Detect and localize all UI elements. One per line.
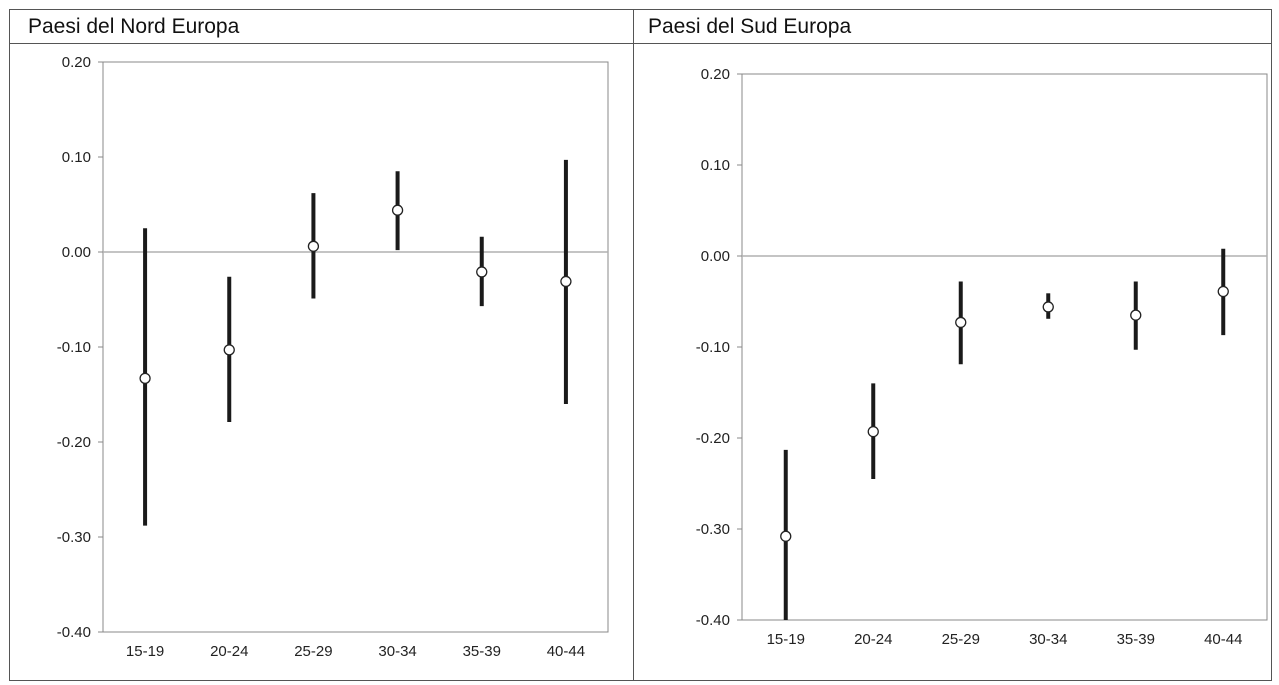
y-tick-label: -0.30: [696, 521, 730, 538]
x-tick-label: 40-44: [1204, 631, 1242, 648]
x-tick-label: 20-24: [210, 643, 248, 660]
x-tick-label: 15-19: [767, 631, 805, 648]
title-divider: [10, 43, 1272, 44]
y-tick-label: -0.40: [696, 612, 730, 629]
y-tick-label: -0.40: [57, 624, 91, 641]
x-tick-label: 25-29: [294, 643, 332, 660]
x-tick-label: 25-29: [942, 631, 980, 648]
point-estimate: [391, 204, 404, 216]
y-tick-label: 0.00: [62, 244, 91, 261]
plot-area: [741, 73, 1268, 621]
x-tick-label: 35-39: [463, 643, 501, 660]
x-tick-label: 40-44: [547, 643, 585, 660]
chart-south: 0.20 0.10 0.00 -0.10 -0.20 -0.30 -0.40 15-19 20-…: [696, 66, 1268, 648]
chart-north: 0.20 0.10 0.00 -0.10 -0.20 -0.30 -0.40 15-19 20-…: [57, 54, 609, 660]
y-tick-label: -0.10: [696, 339, 730, 356]
y-tick-label: 0.20: [701, 66, 730, 83]
panel-divider: [633, 10, 634, 681]
point-estimate: [1042, 301, 1054, 313]
y-tick-label: -0.20: [57, 434, 91, 451]
point-estimate: [955, 316, 967, 329]
y-tick-label: 0.10: [62, 149, 91, 166]
point-estimate: [780, 530, 792, 542]
point-estimate: [139, 372, 151, 385]
x-tick-label: 30-34: [378, 643, 416, 660]
x-tick-label: 30-34: [1029, 631, 1067, 648]
y-tick-label: 0.20: [62, 54, 91, 71]
point-estimate: [476, 266, 488, 278]
x-tick-label: 35-39: [1117, 631, 1155, 648]
point-estimate: [1217, 285, 1229, 298]
plot-area: [102, 61, 609, 633]
chart-title-south: Paesi del Sud Europa: [648, 15, 852, 38]
y-tick-label: 0.00: [701, 248, 730, 265]
x-tick-label: 15-19: [126, 643, 164, 660]
chart-title-north: Paesi del Nord Europa: [28, 15, 240, 38]
point-estimate: [867, 425, 879, 438]
y-tick-label: -0.10: [57, 339, 91, 356]
y-tick-label: 0.10: [701, 157, 730, 174]
point-estimate: [560, 275, 572, 288]
point-estimate: [307, 240, 320, 252]
y-tick-label: -0.30: [57, 529, 91, 546]
y-tick-label: -0.20: [696, 430, 730, 447]
x-tick-label: 20-24: [854, 631, 892, 648]
figure-frame: [9, 9, 1272, 681]
point-estimate: [223, 344, 235, 356]
point-estimate: [1130, 309, 1142, 321]
